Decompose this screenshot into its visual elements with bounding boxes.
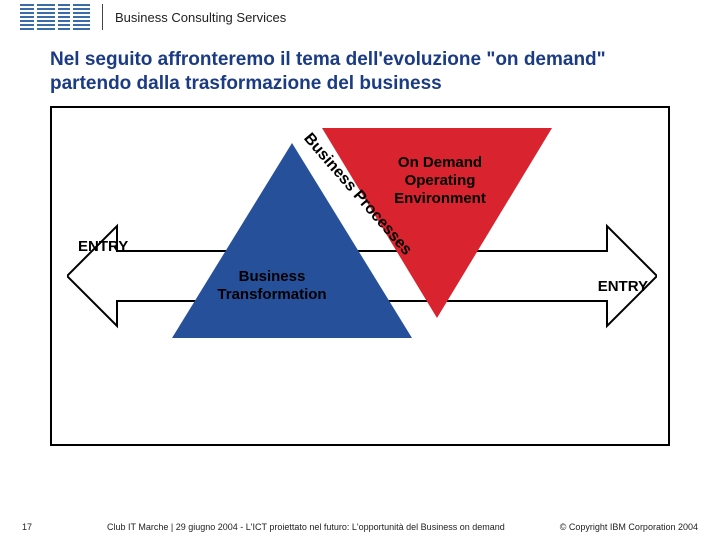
page-number: 17 bbox=[22, 522, 52, 532]
od-line2: Operating bbox=[405, 172, 476, 189]
footer: 17 Club IT Marche | 29 giugno 2004 - L'I… bbox=[0, 522, 720, 532]
entry-label-left: ENTRY bbox=[78, 238, 128, 255]
bt-line1: Business bbox=[239, 268, 306, 285]
on-demand-label: On Demand Operating Environment bbox=[370, 154, 510, 208]
bt-line2: Transformation bbox=[217, 286, 326, 303]
diagram-container: ENTRY Business Processes Business Transf… bbox=[50, 106, 670, 446]
od-line1: On Demand bbox=[398, 154, 482, 171]
footer-copyright: © Copyright IBM Corporation 2004 bbox=[560, 522, 698, 532]
footer-center: Club IT Marche | 29 giugno 2004 - L'ICT … bbox=[107, 522, 505, 532]
header-divider bbox=[102, 4, 103, 30]
od-line3: Environment bbox=[394, 190, 486, 207]
ibm-logo bbox=[20, 4, 90, 30]
page-subtitle: Nel seguito affronteremo il tema dell'ev… bbox=[0, 34, 720, 98]
header-title: Business Consulting Services bbox=[115, 10, 286, 25]
business-transformation-label: Business Transformation bbox=[197, 268, 347, 304]
entry-label-right: ENTRY bbox=[598, 278, 648, 295]
header-bar: Business Consulting Services bbox=[0, 0, 720, 34]
